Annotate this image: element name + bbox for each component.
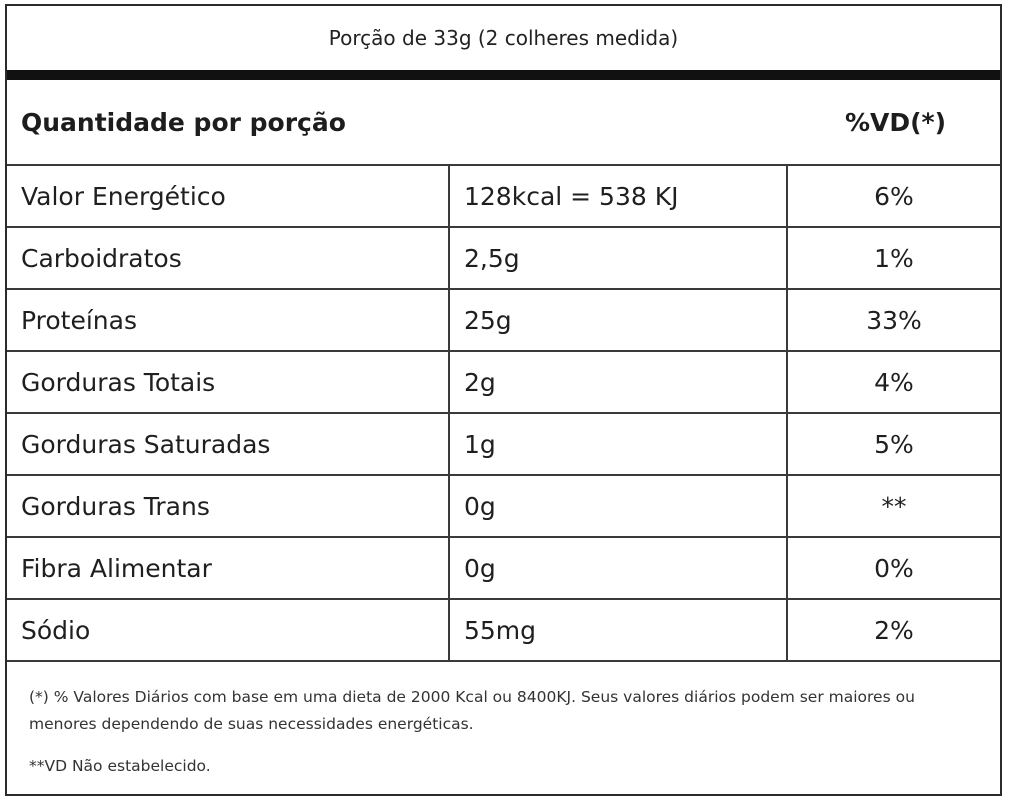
nutrient-amount: 0g	[450, 476, 788, 536]
nutrient-name: Gorduras Saturadas	[7, 414, 450, 474]
nutrient-daily-value: 33%	[866, 305, 922, 335]
table-row: Gorduras Trans 0g **	[7, 476, 1000, 538]
nutrient-daily-value: 0%	[874, 553, 914, 583]
daily-value-header: %VD(*)	[844, 107, 947, 137]
nutrient-amount: 128kcal = 538 KJ	[450, 166, 788, 226]
footnotes: (*) % Valores Diários com base em uma di…	[29, 684, 979, 780]
nutrient-daily-value: 1%	[874, 243, 914, 273]
table-row: Gorduras Saturadas 1g 5%	[7, 414, 1000, 476]
not-established-footnote: **VD Não estabelecido.	[29, 757, 211, 775]
table-row: Proteínas 25g 33%	[7, 290, 1000, 352]
nutrient-name: Gorduras Trans	[7, 476, 450, 536]
nutrient-daily-value: 4%	[874, 367, 914, 397]
table-row: Gorduras Totais 2g 4%	[7, 352, 1000, 414]
table-row: Carboidratos 2,5g 1%	[7, 228, 1000, 290]
thick-divider	[7, 70, 1000, 80]
nutrient-name: Fibra Alimentar	[7, 538, 450, 598]
nutrient-daily-value: 2%	[874, 615, 914, 645]
nutrition-facts-table: Porção de 33g (2 colheres medida) Quanti…	[5, 4, 1002, 796]
table-row: Sódio 55mg 2%	[7, 600, 1000, 662]
nutrient-amount: 55mg	[450, 600, 788, 660]
daily-value-footnote: (*) % Valores Diários com base em uma di…	[29, 688, 915, 733]
nutrient-daily-value: **	[881, 491, 907, 521]
nutrient-name: Carboidratos	[7, 228, 450, 288]
nutrient-name: Gorduras Totais	[7, 352, 450, 412]
nutrient-amount: 1g	[450, 414, 788, 474]
nutrient-name: Valor Energético	[7, 166, 450, 226]
nutrient-daily-value: 5%	[874, 429, 914, 459]
nutrient-amount: 2,5g	[450, 228, 788, 288]
nutrient-amount: 25g	[450, 290, 788, 350]
nutrient-name: Sódio	[7, 600, 450, 660]
nutrient-daily-value: 6%	[874, 181, 914, 211]
nutrient-amount: 0g	[450, 538, 788, 598]
quantity-per-portion-label: Quantidade por porção	[21, 107, 346, 137]
portion-size: Porção de 33g (2 colheres medida)	[328, 26, 679, 50]
table-header: Quantidade por porção %VD(*)	[7, 80, 1000, 166]
table-row: Valor Energético 128kcal = 538 KJ 6%	[7, 166, 1000, 228]
nutrient-amount: 2g	[450, 352, 788, 412]
table-row: Fibra Alimentar 0g 0%	[7, 538, 1000, 600]
nutrient-rows: Valor Energético 128kcal = 538 KJ 6% Car…	[7, 166, 1000, 662]
nutrient-name: Proteínas	[7, 290, 450, 350]
